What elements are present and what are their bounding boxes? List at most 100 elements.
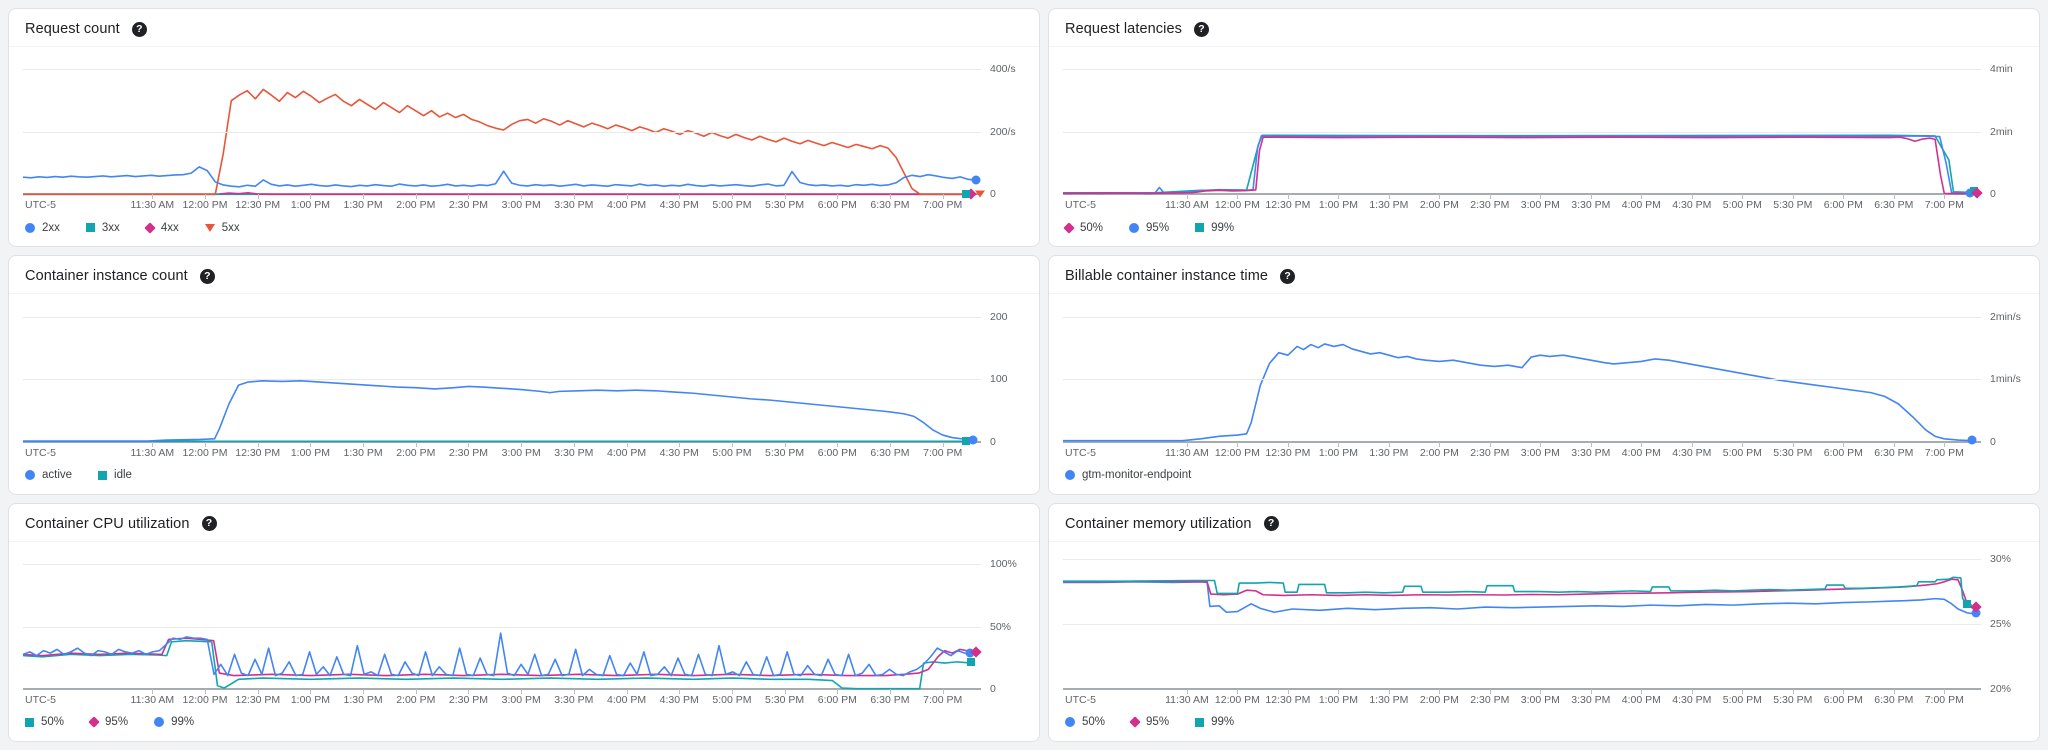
- series-end-marker-triangle: [975, 190, 986, 198]
- help-icon[interactable]: ?: [199, 268, 215, 284]
- legend-item-99%[interactable]: 99%: [1195, 222, 1234, 234]
- circle-marker-icon: [25, 222, 35, 233]
- x-axis-label: 12:00 PM: [1214, 199, 1260, 212]
- legend-item-99%[interactable]: 99%: [154, 716, 194, 728]
- plot-area[interactable]: [1063, 304, 1981, 447]
- axis-tick: [1843, 688, 1845, 694]
- axis-tick: [889, 688, 891, 694]
- legend-item-50%[interactable]: 50%: [1063, 222, 1103, 234]
- x-axis-label: 6:00 PM: [817, 446, 857, 459]
- diamond-marker-icon: [88, 716, 100, 729]
- legend-item-2xx[interactable]: 2xx: [25, 222, 60, 234]
- plot-area[interactable]: [23, 57, 986, 200]
- axis-tick: [1792, 441, 1794, 447]
- y-axis: 400/s 200/s 0: [981, 57, 1039, 213]
- legend-item-99%[interactable]: 99%: [1195, 716, 1234, 728]
- gridline: [23, 131, 981, 133]
- x-axis-label: 4:00 PM: [1621, 446, 1661, 459]
- x-axis-label: 3:30 PM: [554, 693, 594, 706]
- help-icon[interactable]: ?: [1263, 516, 1279, 532]
- axis-tick: [1641, 441, 1643, 447]
- series-line-99%: [23, 633, 971, 675]
- axis-tick: [152, 441, 154, 447]
- circle-marker-icon: [1065, 717, 1075, 728]
- axis-tick: [1944, 194, 1946, 200]
- diamond-marker-icon: [1129, 716, 1141, 729]
- axis-tick: [257, 194, 259, 200]
- axis-tick: [1287, 194, 1289, 200]
- legend-label: 3xx: [101, 221, 120, 234]
- gridline: [1063, 69, 1981, 71]
- help-icon[interactable]: ?: [1280, 268, 1296, 284]
- legend-item-idle[interactable]: idle: [98, 469, 132, 481]
- axis-tick: [784, 194, 786, 200]
- metric-card-1: Request latencies ? UTC-5 11:30 AM 12:00 P…: [1048, 8, 2040, 248]
- x-axis-label: 6:00 PM: [1823, 446, 1863, 459]
- axis-tick: [468, 441, 470, 447]
- axis-tick: [1237, 441, 1239, 447]
- series-line-active: [23, 381, 973, 441]
- legend-item-4xx[interactable]: 4xx: [144, 221, 179, 234]
- axis-tick: [1287, 688, 1289, 694]
- help-icon[interactable]: ?: [1193, 21, 1209, 37]
- axis-tick: [942, 688, 944, 694]
- timezone-label: UTC-5: [1065, 199, 1096, 212]
- x-axis-label: 5:30 PM: [765, 199, 805, 212]
- plot-area[interactable]: [1063, 57, 1983, 200]
- x-axis-label: 5:30 PM: [765, 693, 805, 706]
- help-icon[interactable]: ?: [131, 21, 147, 37]
- plot-column: UTC-5 11:30 AM 12:00 PM 12:30 PM 1:00 PM 1:30…: [1063, 304, 1981, 460]
- x-axis-label: 11:30 AM: [1165, 199, 1209, 212]
- legend-item-95%[interactable]: 95%: [88, 716, 128, 729]
- x-axis-label: 3:30 PM: [1571, 199, 1611, 212]
- legend-item-95%[interactable]: 95%: [1129, 222, 1169, 234]
- gridline: [23, 69, 981, 71]
- x-axis-label: 3:00 PM: [501, 446, 541, 459]
- legend-item-gtm-monitor-endpoint[interactable]: gtm-monitor-endpoint: [1065, 469, 1191, 481]
- gridline: [23, 316, 981, 318]
- legend-item-50%[interactable]: 50%: [1065, 716, 1105, 728]
- legend-item-50%[interactable]: 50%: [25, 716, 64, 728]
- x-axis-labels: UTC-5 11:30 AM 12:00 PM 12:30 PM 1:00 PM 1:30…: [23, 442, 981, 461]
- axis-tick: [1237, 194, 1239, 200]
- panel-title: Container instance count: [25, 268, 188, 285]
- x-axis-labels: UTC-5 11:30 AM 12:00 PM 12:30 PM 1:00 PM 1:30…: [1063, 442, 1981, 461]
- axis-tick: [1641, 688, 1643, 694]
- plot-area[interactable]: [23, 304, 981, 447]
- legend-item-95%[interactable]: 95%: [1129, 716, 1169, 729]
- gridline: [1063, 624, 1981, 626]
- legend-item-active[interactable]: active: [25, 469, 72, 481]
- series-end-marker-square: [961, 190, 970, 199]
- x-axis-label: 4:00 PM: [606, 199, 647, 212]
- legend-item-5xx[interactable]: 5xx: [204, 221, 240, 234]
- x-axis-label: 2:00 PM: [1419, 693, 1459, 706]
- y-axis-label: 2min: [1990, 125, 2013, 138]
- x-axis-label: 12:00 PM: [1214, 693, 1260, 706]
- plot-area[interactable]: [23, 552, 982, 694]
- x-axis-label: 7:00 PM: [1924, 693, 1964, 706]
- legend-item-3xx[interactable]: 3xx: [85, 221, 120, 234]
- axis-tick: [152, 194, 154, 200]
- y-axis-ticks: 2min/s 1min/s 0: [1981, 304, 2039, 448]
- x-axis-label: 4:00 PM: [1621, 693, 1661, 706]
- axis-tick: [784, 688, 786, 694]
- x-axis-label: 5:30 PM: [1773, 446, 1813, 459]
- plot-area[interactable]: [1063, 552, 1983, 694]
- axis-tick: [1590, 688, 1592, 694]
- x-axis-label: 6:00 PM: [1823, 693, 1863, 706]
- x-axis-label: 12:00 PM: [182, 199, 228, 212]
- axis-tick: [521, 194, 523, 200]
- help-icon[interactable]: ?: [201, 516, 217, 532]
- x-axis-label: 4:00 PM: [606, 693, 647, 706]
- legend-label: active: [42, 469, 73, 482]
- axis-tick: [1388, 194, 1390, 200]
- legend-label: 4xx: [160, 221, 179, 234]
- axis-tick: [1893, 441, 1895, 447]
- legend-label: 5xx: [221, 221, 240, 234]
- x-axis-label: 5:00 PM: [712, 199, 752, 212]
- square-marker-icon: [98, 470, 108, 480]
- x-axis-label: 3:30 PM: [1571, 446, 1611, 459]
- x-axis-label: 3:30 PM: [554, 199, 594, 212]
- axis-tick: [1287, 441, 1289, 447]
- x-axis-labels: UTC-5 11:30 AM 12:00 PM 12:30 PM 1:00 PM 1:30…: [1063, 689, 1981, 708]
